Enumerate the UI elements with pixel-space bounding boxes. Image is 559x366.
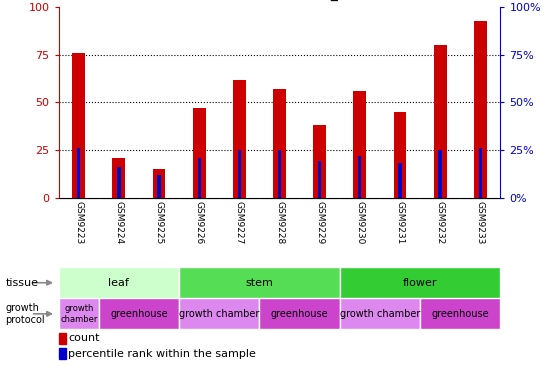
- Bar: [158, 175, 160, 198]
- Text: tissue: tissue: [6, 278, 39, 288]
- Text: GSM9228: GSM9228: [275, 201, 284, 244]
- Bar: [117, 167, 121, 198]
- Bar: [358, 156, 362, 198]
- Bar: [99, 298, 179, 329]
- Text: GSM9225: GSM9225: [154, 201, 164, 244]
- Text: stem: stem: [245, 278, 273, 288]
- Bar: [479, 148, 482, 198]
- Bar: [278, 150, 281, 198]
- Text: growth chamber: growth chamber: [340, 309, 420, 319]
- Bar: [112, 158, 125, 198]
- Text: GSM9233: GSM9233: [476, 201, 485, 244]
- Bar: [233, 80, 246, 198]
- Bar: [313, 125, 326, 198]
- Text: GSM9232: GSM9232: [435, 201, 444, 244]
- Text: growth
chamber: growth chamber: [60, 304, 97, 324]
- Bar: [318, 161, 321, 198]
- Text: leaf: leaf: [108, 278, 129, 288]
- Bar: [153, 169, 165, 198]
- Text: count: count: [68, 333, 100, 343]
- Bar: [59, 333, 66, 344]
- Text: growth
protocol: growth protocol: [6, 303, 45, 325]
- Text: GSM9231: GSM9231: [395, 201, 405, 244]
- Bar: [193, 108, 206, 198]
- Bar: [434, 45, 447, 198]
- Bar: [394, 112, 406, 198]
- Text: growth chamber: growth chamber: [179, 309, 259, 319]
- Bar: [59, 348, 66, 359]
- Bar: [340, 267, 500, 298]
- Bar: [399, 163, 401, 198]
- Bar: [273, 89, 286, 198]
- Text: GSM9229: GSM9229: [315, 201, 324, 244]
- Bar: [59, 267, 179, 298]
- Text: GSM9227: GSM9227: [235, 201, 244, 244]
- Text: greenhouse: greenhouse: [432, 309, 489, 319]
- Text: GSM9230: GSM9230: [356, 201, 364, 244]
- Bar: [238, 150, 241, 198]
- Text: flower: flower: [403, 278, 437, 288]
- Bar: [179, 298, 259, 329]
- Text: percentile rank within the sample: percentile rank within the sample: [68, 349, 256, 359]
- Bar: [340, 298, 420, 329]
- Bar: [59, 298, 99, 329]
- Bar: [438, 150, 442, 198]
- Text: GSM9226: GSM9226: [195, 201, 203, 244]
- Text: greenhouse: greenhouse: [271, 309, 328, 319]
- Bar: [77, 148, 80, 198]
- Text: GSM9224: GSM9224: [115, 201, 124, 244]
- Text: GSM9223: GSM9223: [74, 201, 83, 244]
- Bar: [420, 298, 500, 329]
- Bar: [353, 91, 366, 198]
- Bar: [474, 20, 487, 198]
- Text: greenhouse: greenhouse: [110, 309, 168, 319]
- Bar: [259, 298, 340, 329]
- Text: GDS416 / 246013_at: GDS416 / 246013_at: [207, 0, 352, 1]
- Bar: [72, 53, 85, 198]
- Bar: [197, 158, 201, 198]
- Bar: [179, 267, 340, 298]
